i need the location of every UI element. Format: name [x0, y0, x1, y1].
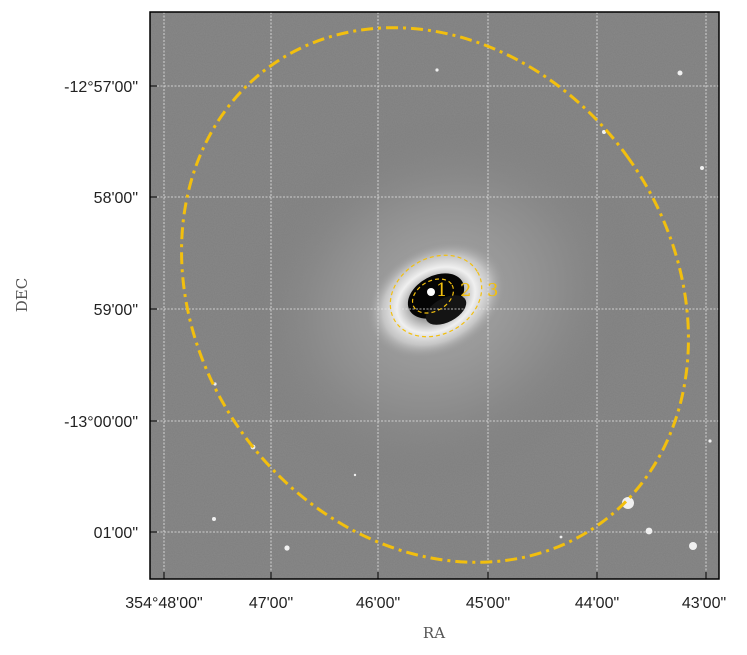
x-tick-label: 47'00": [249, 595, 293, 612]
x-tick-label: 43'00": [682, 595, 726, 612]
y-tick-label: 01'00": [94, 525, 138, 542]
aperture-2-label: 2: [460, 280, 471, 301]
aperture-3: [180, 26, 690, 564]
y-tick-label: 58'00": [94, 190, 138, 207]
y-tick-label: -12°57'00": [64, 79, 138, 96]
field-stars: [212, 68, 712, 551]
coordinate-grid: [150, 12, 719, 579]
axis-ticks: [150, 85, 707, 579]
y-tick-label: -13°00'00": [64, 414, 138, 431]
x-axis-title: RA: [423, 624, 445, 642]
aperture-1: [411, 278, 455, 314]
x-tick-label: 45'00": [466, 595, 510, 612]
x-tick-label: 46'00": [356, 595, 400, 612]
aperture-overlays: [180, 26, 690, 564]
aperture-2: [389, 254, 483, 338]
x-tick-label: 354°48'00": [125, 595, 202, 612]
x-tick-label: 44'00": [575, 595, 619, 612]
y-axis-title: DEC: [13, 278, 31, 312]
aperture-1-label: 1: [436, 280, 447, 301]
sky-image: 1 2 3: [150, 12, 719, 579]
plot-frame: [149, 11, 720, 580]
y-tick-label: 59'00": [94, 302, 138, 319]
aperture-3-label: 3: [487, 280, 498, 301]
